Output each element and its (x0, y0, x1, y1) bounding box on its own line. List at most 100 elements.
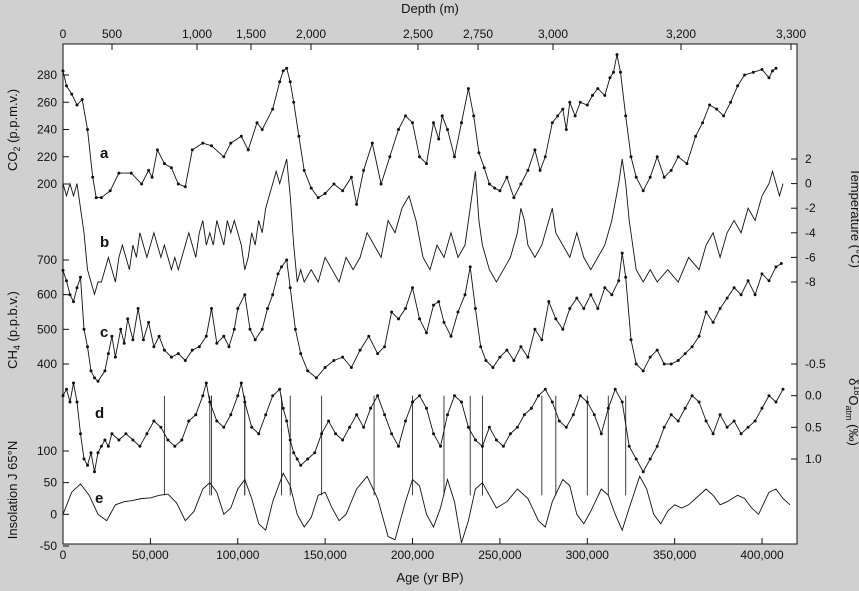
series-a-point (624, 114, 628, 118)
series-c-point (314, 376, 318, 380)
series-c-point (468, 265, 472, 269)
series-d-point (68, 400, 72, 404)
series-c-point (498, 355, 502, 359)
series-c-point (479, 345, 483, 349)
series-c-point (227, 345, 231, 349)
series-a-point (487, 182, 491, 186)
d18o-tick-label: 0.0 (805, 389, 822, 403)
series-a-point (736, 84, 740, 88)
series-a-point (150, 175, 154, 179)
series-c-point (683, 352, 687, 356)
series-c-point (86, 345, 89, 349)
depth-tick-label: 1,500 (236, 27, 266, 41)
ins-tick-label: 0 (50, 507, 57, 521)
series-a-point (70, 92, 74, 96)
series-d-point (760, 406, 764, 410)
series-d-point (106, 444, 110, 448)
series-d-point (711, 432, 715, 436)
series-d-point (732, 419, 736, 423)
series-d-point (397, 444, 400, 448)
series-d-point (362, 425, 366, 429)
series-d-point (222, 425, 226, 429)
series-d-point (655, 444, 659, 448)
series-c-point (411, 286, 414, 290)
series-c-point (473, 307, 477, 310)
series-d-point (571, 413, 575, 417)
series-d-point (557, 419, 561, 423)
series-c-point (491, 366, 495, 369)
series-a-point (634, 175, 638, 179)
series-a-point (162, 162, 166, 166)
series-a-point (169, 166, 173, 170)
depth-tick-label: 2,500 (403, 27, 433, 41)
series-c-point (512, 359, 516, 362)
series-a-point (493, 186, 497, 190)
series-c-point (147, 320, 151, 324)
x-tick-label: 300,000 (566, 548, 610, 562)
series-a-point (155, 148, 159, 152)
series-c-point (293, 327, 297, 331)
ins-tick-label: -50 (40, 539, 58, 553)
series-a-point (460, 121, 463, 125)
series-d (61, 381, 785, 474)
series-c-point (266, 307, 269, 310)
series-d-point (781, 387, 785, 391)
series-d-point (564, 425, 568, 429)
series-c-point (260, 327, 264, 331)
series-d-point (257, 432, 261, 436)
series-a-point (302, 168, 306, 172)
series-layer (61, 53, 791, 543)
series-c-point (617, 279, 621, 283)
series-a-point (91, 175, 95, 179)
series-c-point (418, 317, 421, 321)
series-c-point (288, 286, 292, 290)
series-d-point (110, 432, 114, 436)
series-a-point (379, 182, 383, 186)
series-d-point (288, 438, 292, 442)
series-c-point (437, 300, 441, 304)
series-d-point (648, 457, 652, 461)
series-a-point (591, 93, 594, 97)
series-a-point (472, 114, 476, 118)
ins-tick-label: 100 (37, 444, 57, 458)
series-c-point (568, 307, 572, 310)
series-d-point (166, 438, 170, 442)
series-d-point (508, 432, 512, 436)
series-c-point (449, 334, 453, 338)
series-c-point (711, 320, 715, 324)
series-c-point (82, 327, 86, 331)
series-d-point (473, 438, 477, 442)
series-a-point (453, 155, 456, 159)
series-c-point (463, 293, 467, 297)
series-a-point (140, 182, 144, 186)
series-d-point (432, 432, 435, 436)
series-c-point (79, 275, 82, 279)
series-a-point (117, 171, 121, 175)
series-c-point (624, 275, 628, 279)
d18o-axis-title: δ18Oatm (‰) (844, 378, 859, 446)
x-tick-label: 50,000 (132, 548, 169, 562)
series-d-point (320, 432, 324, 436)
ins-tick-label: 50 (44, 476, 58, 490)
series-d-point (65, 387, 68, 391)
series-d-point (138, 444, 142, 448)
series-a-point (568, 100, 572, 104)
series-d-point (515, 425, 519, 429)
y-axes: 20022024026028020-2-4-6-8400500600700-0.… (37, 68, 826, 553)
series-a-point (285, 66, 289, 70)
series-a-point (612, 70, 615, 74)
series-d-point (746, 425, 750, 429)
depth-tick-label: 2,750 (463, 27, 493, 41)
series-d-point (697, 400, 701, 404)
series-a-point (316, 196, 320, 200)
series-a-point (183, 185, 187, 189)
series-d-point (299, 463, 303, 467)
series-d-point (306, 457, 310, 461)
series-d-point (239, 381, 243, 385)
series-d-point (271, 394, 275, 398)
series-a-point (80, 98, 84, 101)
series-c-point (669, 362, 673, 366)
series-c-point (358, 348, 362, 352)
series-c-point (232, 327, 236, 331)
